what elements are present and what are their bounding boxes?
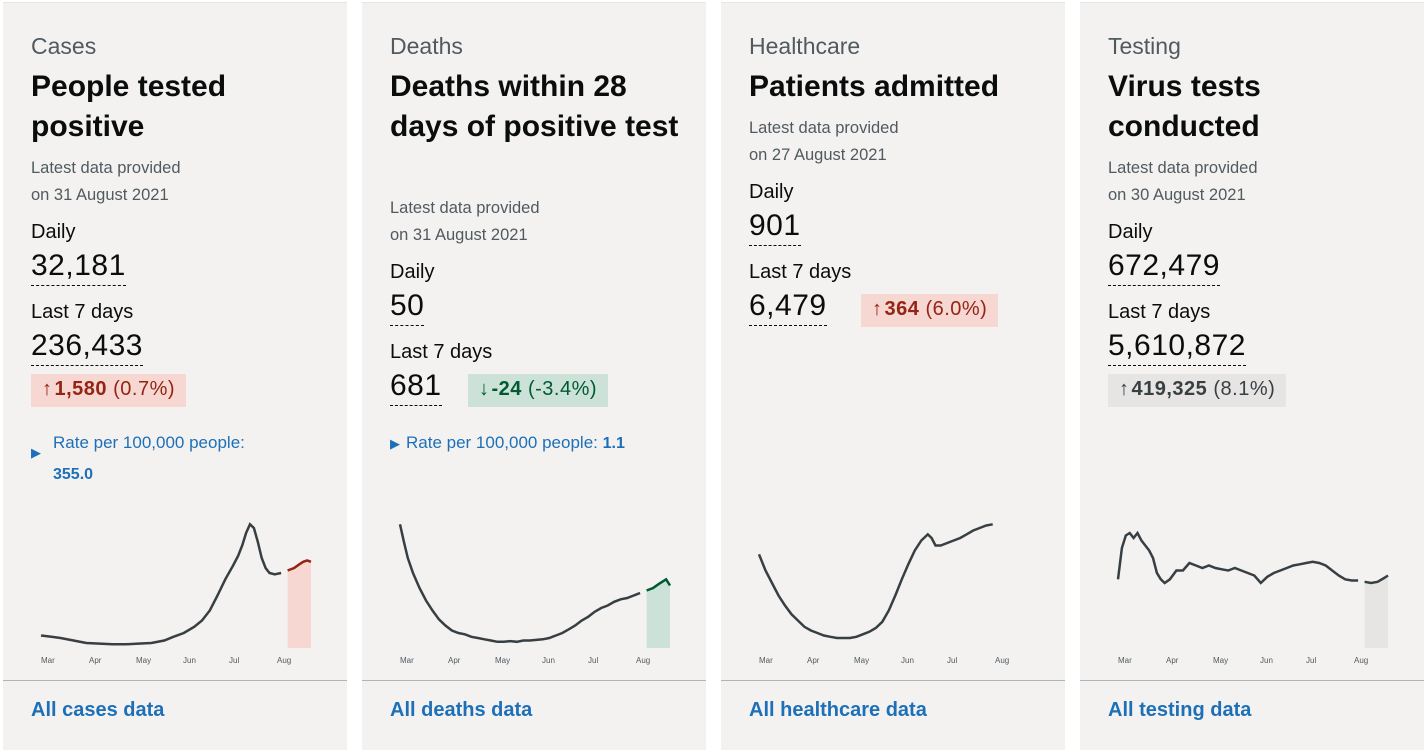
x-tick-label: Jun [183, 656, 196, 665]
latest-data-label: Latest data provided on 31 August 2021 [390, 199, 540, 244]
daily-value[interactable]: 32,181 [31, 249, 126, 286]
x-tick-label: Mar [400, 656, 414, 665]
recent-period-shade [646, 579, 670, 648]
healthcare-card: Healthcare Patients admitted Latest data… [721, 2, 1065, 750]
week-value[interactable]: 236,433 [31, 329, 143, 366]
trend-line-recent [1364, 574, 1389, 585]
daily-label: Daily [31, 221, 76, 243]
card-divider [1080, 680, 1424, 681]
arrow-up-icon: ↑ [42, 378, 53, 400]
latest-data-label: Latest data provided on 30 August 2021 [1108, 159, 1258, 204]
healthcare-trend-chart: Mar Apr May Jun Jul Aug [757, 523, 1009, 665]
card-category: Healthcare [749, 33, 861, 59]
x-tick-label: Jun [1260, 656, 1273, 665]
trend-line [757, 523, 993, 640]
daily-value[interactable]: 901 [749, 209, 801, 246]
change-badge: ↑ 364 (6.0%) [861, 294, 999, 327]
week-value[interactable]: 6,479 [749, 289, 827, 326]
x-tick-label: Mar [1118, 656, 1132, 665]
daily-label: Daily [390, 261, 435, 283]
trend-line [1116, 530, 1359, 585]
testing-trend-chart: Mar Apr May Jun Jul Aug [1116, 530, 1389, 665]
card-divider [362, 680, 706, 681]
all-cases-link[interactable]: All cases data [31, 699, 165, 721]
x-tick-label: Jul [588, 656, 598, 665]
recent-period-shade [1364, 575, 1388, 648]
week-label: Last 7 days [1108, 301, 1211, 323]
x-tick-label: May [136, 656, 151, 665]
week-label: Last 7 days [390, 341, 493, 363]
card-headline: Deaths within 28 days of positive test [390, 70, 679, 143]
daily-label: Daily [1108, 221, 1153, 243]
all-testing-link[interactable]: All testing data [1108, 699, 1252, 721]
latest-data-label: Latest data provided on 27 August 2021 [749, 119, 899, 164]
card-category: Deaths [390, 33, 463, 59]
week-value[interactable]: 681 [390, 369, 442, 406]
card-divider [3, 680, 347, 681]
x-tick-label: Jun [542, 656, 555, 665]
x-tick-label: Apr [89, 656, 102, 665]
trend-line [40, 522, 282, 646]
cases-trend-chart: Mar Apr May Jun Jul Aug [40, 522, 312, 665]
x-tick-label: May [495, 656, 510, 665]
arrow-up-icon: ↑ [1119, 378, 1130, 400]
x-tick-label: Aug [277, 656, 291, 665]
daily-value[interactable]: 50 [390, 289, 425, 326]
latest-data-label: Latest data provided on 31 August 2021 [31, 159, 181, 204]
card-category: Testing [1108, 33, 1181, 59]
deaths-card: Deaths Deaths within 28 days of positive… [362, 2, 706, 750]
x-tick-label: Aug [636, 656, 650, 665]
trend-line-recent [646, 577, 672, 592]
x-tick-label: Apr [448, 656, 461, 665]
x-tick-label: May [1213, 656, 1228, 665]
card-divider [721, 680, 1065, 681]
x-tick-label: Jun [901, 656, 914, 665]
change-badge: ↑ 1,580 (0.7%) [31, 374, 187, 407]
triangle-right-icon: ▶ [390, 436, 400, 451]
x-tick-label: May [854, 656, 869, 665]
change-badge: ↑ 419,325 (8.1%) [1108, 374, 1287, 407]
recent-period-shade [287, 560, 311, 648]
x-tick-label: Jul [1306, 656, 1316, 665]
x-tick-label: Jul [947, 656, 957, 665]
card-headline: Patients admitted [749, 70, 1000, 103]
arrow-up-icon: ↑ [872, 298, 883, 320]
trend-line-recent [287, 559, 312, 572]
daily-label: Daily [749, 181, 794, 203]
triangle-right-icon: ▶ [31, 445, 41, 460]
x-tick-label: Jul [229, 656, 239, 665]
x-tick-label: Apr [807, 656, 820, 665]
card-category: Cases [31, 33, 97, 59]
daily-value[interactable]: 672,479 [1108, 249, 1220, 286]
change-badge: ↓ -24 (-3.4%) [468, 374, 609, 407]
week-label: Last 7 days [749, 261, 852, 283]
x-tick-label: Aug [995, 656, 1009, 665]
rate-toggle[interactable]: ▶ Rate per 100,000 people: 1.1 [390, 427, 690, 460]
arrow-down-icon: ↓ [479, 378, 490, 400]
x-tick-label: Mar [759, 656, 773, 665]
all-healthcare-link[interactable]: All healthcare data [749, 699, 927, 721]
testing-card: Testing Virus tests conducted Latest dat… [1080, 2, 1424, 750]
all-deaths-link[interactable]: All deaths data [390, 699, 533, 721]
x-tick-label: Apr [1166, 656, 1179, 665]
rate-toggle[interactable]: ▶ Rate per 100,000 people: 355.0 [31, 433, 245, 483]
cases-card: Cases People tested positive Latest data… [3, 2, 347, 750]
week-label: Last 7 days [31, 301, 134, 323]
week-value[interactable]: 5,610,872 [1108, 329, 1246, 366]
trend-line [398, 524, 641, 644]
deaths-trend-chart: Mar Apr May Jun Jul Aug [398, 524, 672, 665]
card-headline: Virus tests conducted [1108, 70, 1261, 143]
x-tick-label: Mar [41, 656, 55, 665]
card-headline: People tested positive [31, 70, 227, 143]
x-tick-label: Aug [1354, 656, 1368, 665]
